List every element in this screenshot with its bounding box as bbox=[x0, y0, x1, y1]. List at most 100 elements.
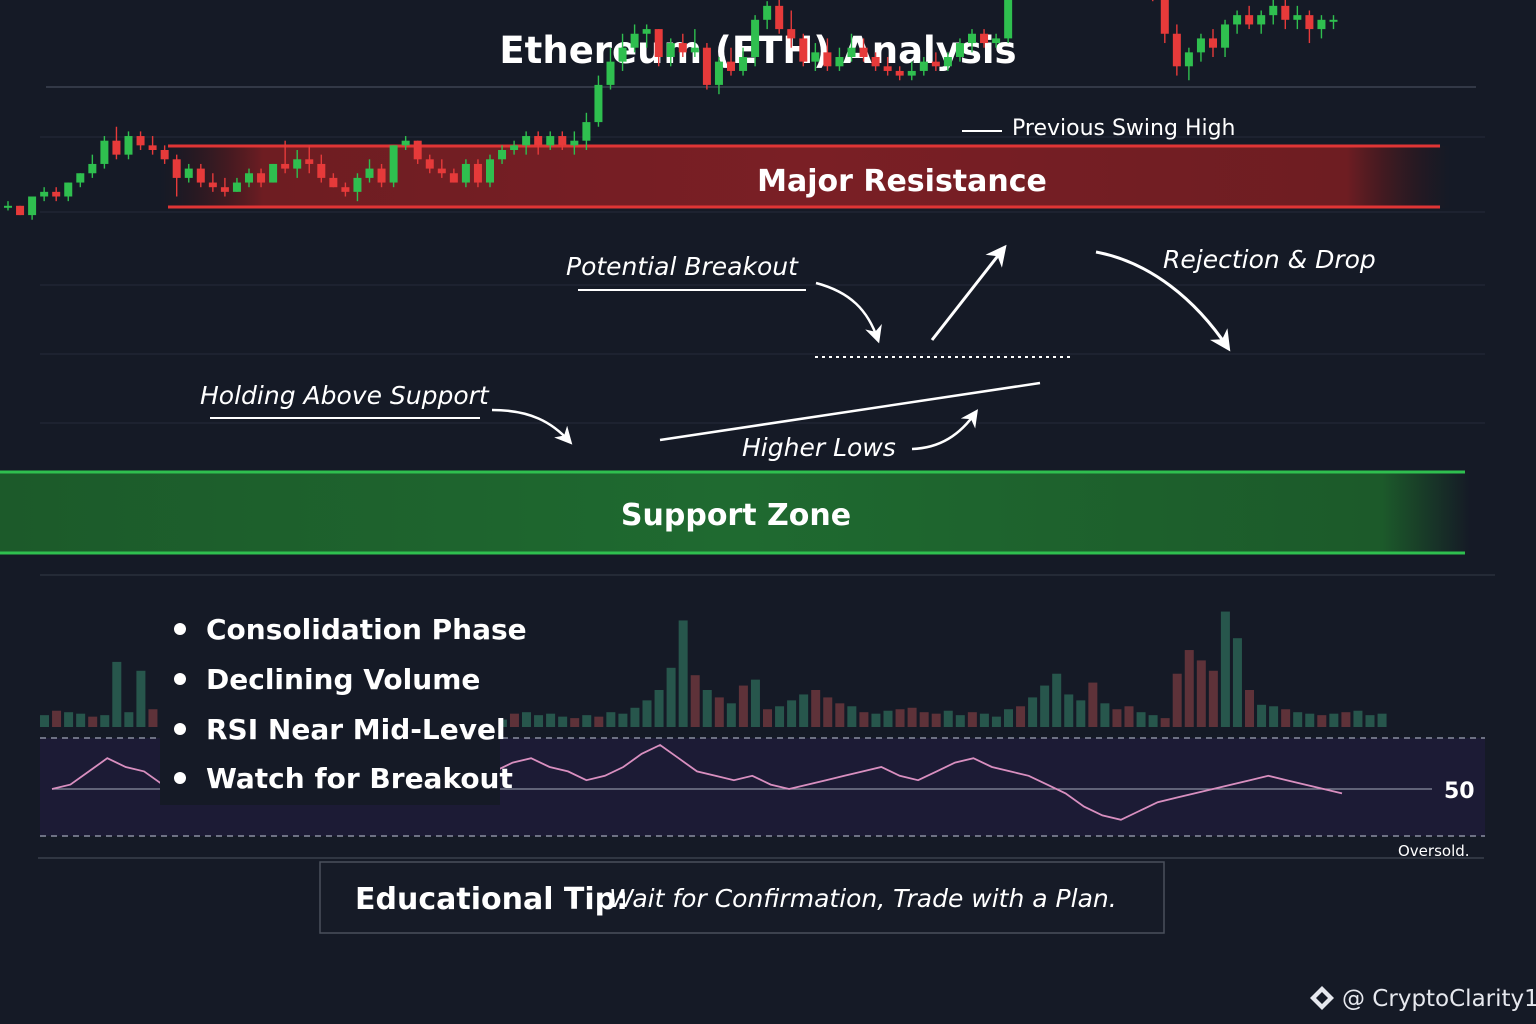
volume-bar bbox=[582, 715, 592, 727]
candle bbox=[16, 205, 25, 216]
candle bbox=[28, 196, 37, 220]
volume-bar bbox=[534, 715, 544, 727]
volume-bar bbox=[726, 703, 736, 727]
candle bbox=[1152, 0, 1154, 2]
bullet-dot bbox=[174, 673, 186, 685]
candle-body bbox=[823, 52, 832, 67]
volume-bar bbox=[895, 709, 905, 727]
candle-body bbox=[1184, 52, 1193, 67]
candle bbox=[594, 75, 603, 127]
volume-bar bbox=[64, 712, 74, 727]
candle-body bbox=[690, 47, 699, 53]
support-zone bbox=[0, 472, 1470, 554]
candle bbox=[437, 159, 446, 178]
volume-bar bbox=[1365, 715, 1375, 727]
volume-bar bbox=[678, 620, 688, 727]
candle-body bbox=[895, 70, 904, 76]
candle bbox=[377, 163, 386, 188]
candle bbox=[1293, 5, 1302, 30]
candle-body bbox=[522, 136, 531, 146]
candle-body bbox=[727, 61, 735, 71]
candle-body bbox=[293, 159, 302, 169]
candle-body bbox=[606, 61, 615, 85]
candle-body bbox=[943, 57, 952, 67]
candle-body bbox=[437, 168, 446, 174]
candle-body bbox=[666, 43, 675, 57]
candle-body bbox=[618, 47, 627, 62]
candle bbox=[690, 29, 699, 57]
candle-body bbox=[510, 145, 519, 150]
candle-body bbox=[160, 150, 169, 160]
volume-bar bbox=[1124, 706, 1134, 727]
candle bbox=[968, 29, 976, 53]
candle bbox=[148, 136, 157, 155]
volume-bar bbox=[1305, 713, 1315, 727]
rejection-label: Rejection & Drop bbox=[1163, 245, 1376, 274]
candle-body bbox=[148, 145, 157, 150]
volume-bar bbox=[690, 675, 700, 727]
volume-bar bbox=[919, 712, 929, 727]
candle bbox=[473, 159, 482, 188]
candle bbox=[582, 112, 591, 150]
volume-bar bbox=[859, 712, 869, 727]
candle bbox=[112, 126, 121, 160]
candle bbox=[4, 201, 12, 211]
volume-bar bbox=[1257, 704, 1267, 727]
candle bbox=[389, 145, 398, 188]
volume-bar bbox=[1016, 706, 1026, 727]
volume-bar bbox=[136, 670, 146, 727]
volume-bar bbox=[112, 661, 122, 727]
candle bbox=[353, 173, 362, 202]
breakout-arrow bbox=[815, 281, 882, 344]
candle bbox=[1233, 10, 1242, 34]
candle bbox=[847, 33, 856, 62]
volume-bar bbox=[1100, 703, 1110, 727]
candle bbox=[630, 24, 639, 53]
candle bbox=[172, 154, 181, 197]
candle bbox=[727, 47, 735, 76]
candle-body bbox=[799, 38, 808, 62]
candle-body bbox=[1269, 5, 1278, 16]
volume-bar bbox=[100, 715, 110, 727]
candle bbox=[365, 159, 374, 183]
candle-body bbox=[220, 187, 229, 192]
candle bbox=[124, 131, 133, 160]
higher-lows-label: Higher Lows bbox=[742, 433, 896, 462]
candle-body bbox=[449, 173, 458, 183]
volume-bar bbox=[775, 706, 785, 727]
candle-body bbox=[329, 177, 338, 188]
candle bbox=[40, 187, 49, 202]
candle-body bbox=[630, 33, 639, 48]
candle-body bbox=[425, 159, 434, 169]
volume-bar bbox=[871, 713, 881, 727]
volume-bar bbox=[509, 713, 519, 727]
volume-bar bbox=[1172, 673, 1182, 727]
candle-body bbox=[317, 163, 326, 178]
volume-bar bbox=[1208, 670, 1218, 727]
candle-body bbox=[4, 205, 12, 208]
bullet-item: Declining Volume bbox=[206, 663, 480, 696]
volume-bar bbox=[1245, 690, 1254, 727]
candle-body bbox=[281, 163, 290, 169]
higher-lows-trendline bbox=[659, 381, 1041, 442]
candle-body bbox=[1004, 0, 1013, 39]
candle bbox=[461, 159, 470, 188]
bullet-dot bbox=[174, 772, 186, 784]
candle-body bbox=[76, 173, 85, 183]
candle-body bbox=[775, 5, 784, 30]
candle-body bbox=[413, 140, 422, 160]
candle-body bbox=[208, 182, 217, 188]
candle bbox=[1184, 47, 1193, 81]
volume-bar bbox=[76, 713, 86, 727]
potential-breakout-label: Potential Breakout bbox=[566, 252, 799, 281]
volume-bar bbox=[738, 685, 748, 727]
candle bbox=[522, 131, 531, 155]
volume-bar bbox=[1136, 712, 1146, 727]
candle bbox=[341, 182, 350, 197]
candle bbox=[293, 150, 302, 178]
volume-bar bbox=[1353, 710, 1363, 727]
binance-logo-icon bbox=[1310, 986, 1334, 1010]
volume-bar bbox=[52, 710, 62, 727]
candle-body bbox=[871, 57, 880, 67]
